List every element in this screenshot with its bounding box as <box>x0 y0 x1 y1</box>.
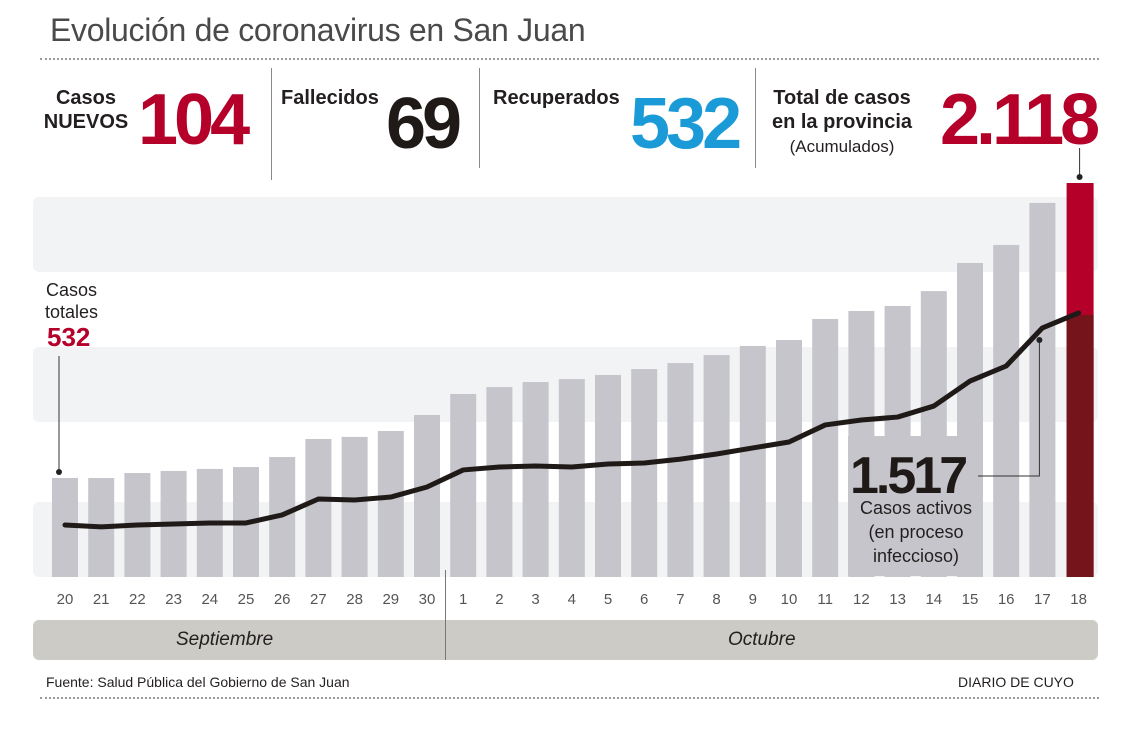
x-tick-label: 2 <box>495 591 503 608</box>
bar <box>341 436 368 577</box>
stat-divider <box>479 68 480 168</box>
bar <box>377 430 404 577</box>
casos-activos-value: 1.517 <box>850 447 968 505</box>
x-tick-label: 8 <box>712 591 720 608</box>
x-tick-label: 27 <box>310 591 327 608</box>
x-tick-label: 5 <box>604 591 612 608</box>
casos-totales-label-2: totales <box>45 302 99 322</box>
bar <box>1029 202 1056 577</box>
x-tick-label: 16 <box>998 591 1015 608</box>
top-divider <box>40 58 1099 60</box>
x-tick-label: 17 <box>1034 591 1051 608</box>
x-tick-label: 6 <box>640 591 648 608</box>
total-value: 2.118 <box>940 80 1100 160</box>
nuevos-label-2: NUEVOS <box>43 111 129 133</box>
brand-name: DIARIO DE CUYO <box>958 674 1074 690</box>
x-tick-label: 4 <box>568 591 576 608</box>
active-cases-line <box>62 310 1082 530</box>
x-tick-label: 15 <box>962 591 979 608</box>
stat-divider <box>271 68 272 180</box>
month-separator <box>445 570 446 660</box>
total-leader-dot <box>1076 174 1083 180</box>
fallecidos-value: 69 <box>386 84 462 164</box>
bar <box>631 369 658 577</box>
x-tick-label: 29 <box>382 591 399 608</box>
bar <box>993 244 1020 578</box>
x-tick-label: 14 <box>925 591 942 608</box>
bar <box>558 379 585 577</box>
total-label-2: en la provincia <box>771 111 913 133</box>
recuperados-value: 532 <box>630 84 742 164</box>
x-tick-label: 25 <box>238 591 255 608</box>
bar <box>739 345 766 577</box>
total-label-1: Total de casos <box>773 87 911 109</box>
bar <box>450 393 477 577</box>
bar <box>703 355 730 577</box>
x-tick-label: 24 <box>201 591 218 608</box>
month-label-septiembre: Septiembre <box>176 629 274 650</box>
x-tick-label: 7 <box>676 591 684 608</box>
bar <box>486 387 513 577</box>
nuevos-label-1: Casos <box>55 87 117 109</box>
background-band <box>33 197 1098 272</box>
month-label-octubre: Octubre <box>728 629 796 650</box>
total-label-3: (Acumulados) <box>789 137 895 156</box>
casos-activos-label-1: Casos activos <box>859 498 973 518</box>
bar <box>522 382 549 577</box>
bar <box>414 414 440 577</box>
x-tick-label: 1 <box>459 591 467 608</box>
month-band-octubre <box>445 620 1098 660</box>
casos-activos-leader <box>978 340 1040 477</box>
x-tick-label: 11 <box>817 591 833 608</box>
x-tick-label: 23 <box>165 591 182 608</box>
casos-activos-label-3: infeccioso) <box>872 546 960 566</box>
source-note: Fuente: Salud Pública del Gobierno de Sa… <box>46 674 350 690</box>
page-title: Evolución de coronavirus en San Juan <box>50 12 586 48</box>
x-tick-label: 13 <box>889 591 906 608</box>
bottom-divider <box>40 697 1099 699</box>
x-tick-label: 3 <box>531 591 539 608</box>
bar-highlight-active <box>1066 314 1094 577</box>
fallecidos-label: Fallecidos <box>281 87 379 109</box>
month-band-septiembre <box>33 620 445 660</box>
bar <box>812 318 839 577</box>
x-tick-label: 20 <box>57 591 74 608</box>
casos-totales-label-1: Casos <box>46 280 98 300</box>
bar <box>667 363 694 577</box>
casos-activos-leader-dot <box>1036 337 1043 343</box>
nuevos-value: 104 <box>138 80 250 160</box>
x-tick-label: 22 <box>129 591 146 608</box>
recuperados-label: Recuperados <box>493 87 620 109</box>
x-tick-label: 30 <box>419 591 436 608</box>
annotation-backdrop <box>848 436 978 576</box>
x-tick-label: 12 <box>853 591 870 608</box>
x-tick-label: 21 <box>93 591 110 608</box>
bar <box>776 340 802 577</box>
bar <box>305 438 332 577</box>
casos-activos-label-2: (en proceso <box>868 522 964 542</box>
x-tick-label: 28 <box>346 591 363 608</box>
bar <box>595 374 621 577</box>
casos-totales-leader-dot <box>56 469 62 475</box>
x-tick-label: 10 <box>781 591 798 608</box>
casos-totales-value: 532 <box>47 322 91 352</box>
stat-divider <box>755 68 756 168</box>
x-tick-label: 18 <box>1070 591 1087 608</box>
x-tick-label: 9 <box>749 591 757 608</box>
x-tick-label: 26 <box>274 591 291 608</box>
